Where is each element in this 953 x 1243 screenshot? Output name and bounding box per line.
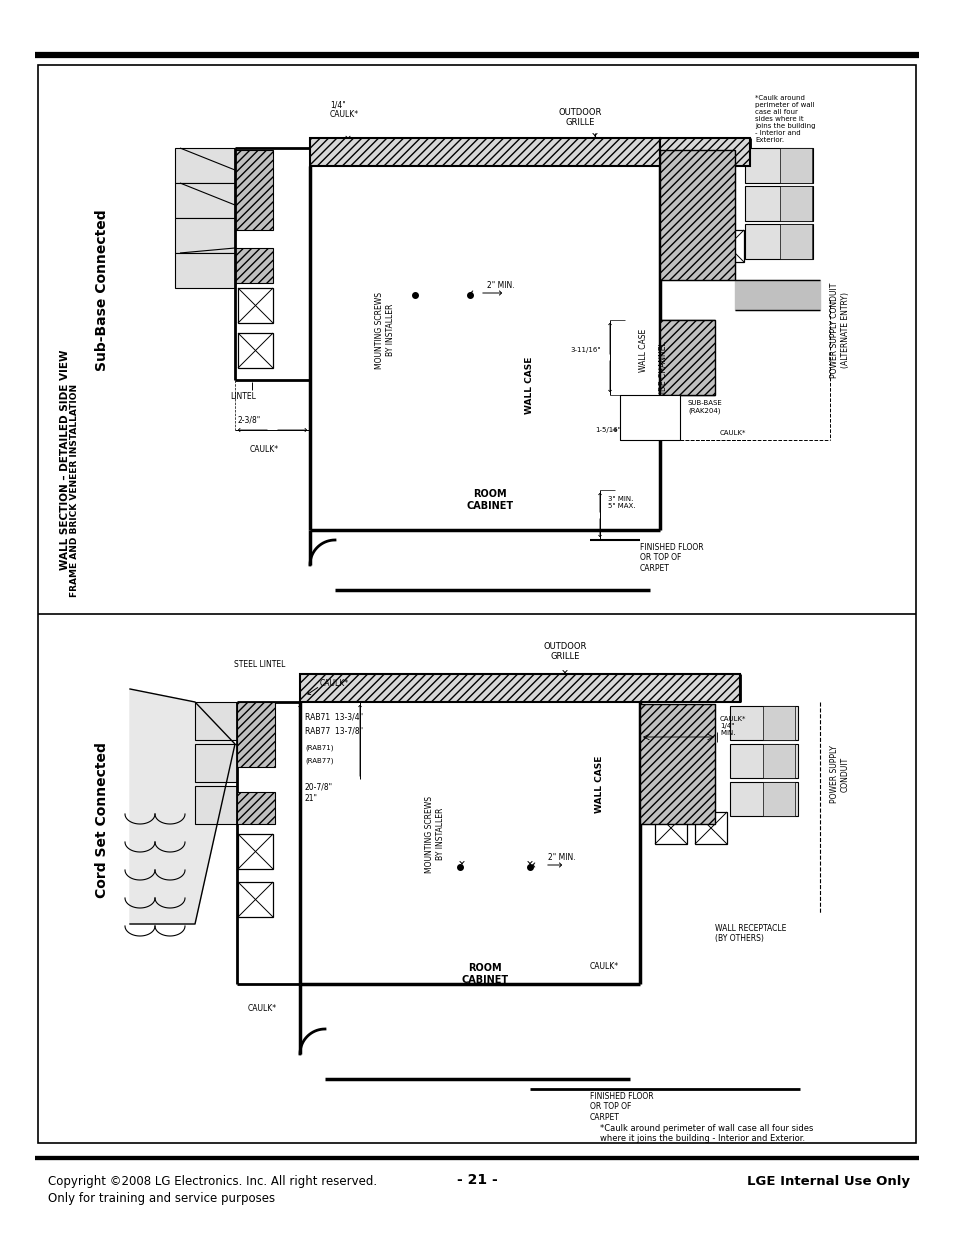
Text: FINISHED FLOOR
OR TOP OF
CARPET: FINISHED FLOOR OR TOP OF CARPET [639,543,703,573]
Bar [762,782,794,815]
Bar [237,333,273,368]
Bar [174,183,234,218]
Polygon shape [130,689,234,924]
Bar [729,782,797,815]
Text: CAULK*: CAULK* [720,430,745,436]
Text: WALL RECEPTACLE
(BY OTHERS): WALL RECEPTACLE (BY OTHERS) [714,924,785,943]
Text: 3-11/16": 3-11/16" [569,347,599,353]
Text: WALL CASE: WALL CASE [525,357,534,414]
Text: MOUNTING SCREWS
BY INSTALLER: MOUNTING SCREWS BY INSTALLER [425,796,444,873]
Text: ROOM
CABINET: ROOM CABINET [466,490,513,511]
Bar [38,65,915,1144]
Bar [237,883,273,917]
Bar [744,148,812,183]
Bar [780,148,811,183]
Text: 3" MIN.
5" MAX.: 3" MIN. 5" MAX. [607,496,635,508]
Text: OUTDOOR
GRILLE: OUTDOOR GRILLE [543,641,586,661]
Text: Only for training and service purposes: Only for training and service purposes [48,1192,274,1204]
Text: Cord Set Connected: Cord Set Connected [95,742,109,897]
Text: WALL CASE: WALL CASE [639,328,647,372]
Text: 2" MIN.: 2" MIN. [486,281,514,290]
Text: CAULK*: CAULK* [250,445,279,454]
Bar [234,150,273,230]
Text: Sub-Base Connected: Sub-Base Connected [95,209,109,370]
Text: CAULK*: CAULK* [589,962,618,971]
Bar [236,792,274,824]
Text: CAULK*: CAULK* [319,679,349,687]
Bar [695,812,726,844]
Bar [639,704,714,824]
Text: POWER SUPPLY
CONDUIT: POWER SUPPLY CONDUIT [829,745,849,803]
Text: *Caulk around
perimeter of wall
case all four
sides where it
joins the building
: *Caulk around perimeter of wall case all… [754,94,815,143]
Bar [659,138,749,167]
Bar [619,395,679,440]
Bar [762,706,794,740]
Bar [711,230,743,262]
Bar [744,224,812,259]
Bar [174,148,234,183]
Text: 1/4"
CAULK*: 1/4" CAULK* [330,99,358,119]
Bar [299,674,740,702]
Bar [174,218,234,254]
Bar [762,745,794,778]
Text: POWER SUPPLY CONDUIT
(ALTERNATE ENTRY): POWER SUPPLY CONDUIT (ALTERNATE ENTRY) [829,282,849,378]
Text: LINTEL: LINTEL [230,392,255,401]
Text: FINISHED FLOOR
OR TOP OF
CARPET: FINISHED FLOOR OR TOP OF CARPET [589,1093,653,1121]
Text: SUB-BASE
(RAK204): SUB-BASE (RAK204) [687,400,722,414]
Text: (RAB77): (RAB77) [305,757,334,763]
Bar [655,812,686,844]
Bar [729,706,797,740]
Text: 20-7/8": 20-7/8" [305,782,333,791]
Text: *Caulk around perimeter of wall case all four sides
where it joins the building : *Caulk around perimeter of wall case all… [599,1124,813,1144]
Text: Copyright ©2008 LG Electronics. Inc. All right reserved.: Copyright ©2008 LG Electronics. Inc. All… [48,1175,376,1188]
Text: - 21 -: - 21 - [456,1173,497,1187]
Text: 2-3/8": 2-3/8" [237,415,261,424]
Bar [194,702,236,740]
Bar [780,186,811,221]
Bar [659,319,714,395]
Text: WALL SECTION – DETAILED SIDE VIEW: WALL SECTION – DETAILED SIDE VIEW [60,349,70,571]
Text: STEEL LINTEL: STEEL LINTEL [233,660,285,669]
Text: CAULK*: CAULK* [248,1004,276,1013]
Bar [236,702,274,767]
Bar [310,138,659,167]
Bar [679,230,711,262]
Bar [174,254,234,288]
Text: RAB77  13-7/8": RAB77 13-7/8" [305,726,363,735]
Text: 1-5/16": 1-5/16" [595,428,620,433]
Bar [234,249,273,283]
Polygon shape [734,280,820,310]
Bar [729,745,797,778]
Bar [659,150,734,280]
Text: CAULK*
1/4"
MIN.: CAULK* 1/4" MIN. [720,716,745,736]
Text: FRAME AND BRICK VENEER INSTALLATION: FRAME AND BRICK VENEER INSTALLATION [71,383,79,597]
Bar [237,288,273,323]
Text: 2" MIN.: 2" MIN. [547,853,575,861]
Bar [194,786,236,824]
Text: OUTDOOR
GRILLE: OUTDOOR GRILLE [558,108,601,127]
Text: WALL CASE: WALL CASE [595,756,604,813]
Bar [194,745,236,782]
Text: (RAB71): (RAB71) [305,745,334,751]
Text: LGE Internal Use Only: LGE Internal Use Only [746,1175,909,1188]
Text: MOUNTING SCREWS
BY INSTALLER: MOUNTING SCREWS BY INSTALLER [375,292,395,368]
Text: ROOM
CABINET: ROOM CABINET [461,963,508,984]
Text: RAB71  13-3/4": RAB71 13-3/4" [305,712,363,721]
Bar [237,834,273,869]
Bar [780,224,811,259]
Bar [744,186,812,221]
Text: 21": 21" [305,794,317,803]
Text: SIDE CHANNEL: SIDE CHANNEL [659,342,667,398]
